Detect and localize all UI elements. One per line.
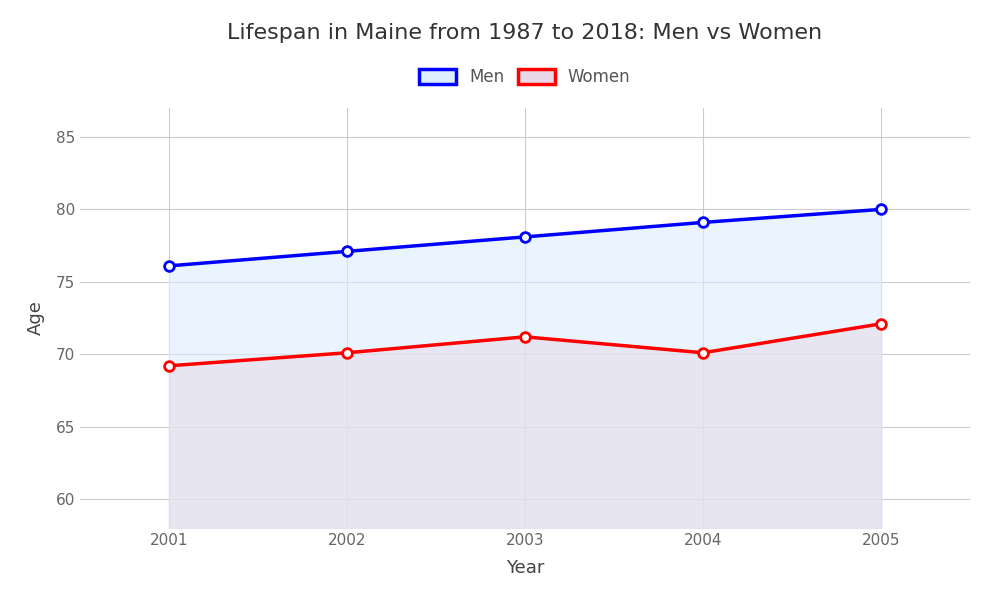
X-axis label: Year: Year xyxy=(506,559,544,577)
Title: Lifespan in Maine from 1987 to 2018: Men vs Women: Lifespan in Maine from 1987 to 2018: Men… xyxy=(227,23,823,43)
Y-axis label: Age: Age xyxy=(27,301,45,335)
Legend: Men, Women: Men, Women xyxy=(413,62,637,93)
